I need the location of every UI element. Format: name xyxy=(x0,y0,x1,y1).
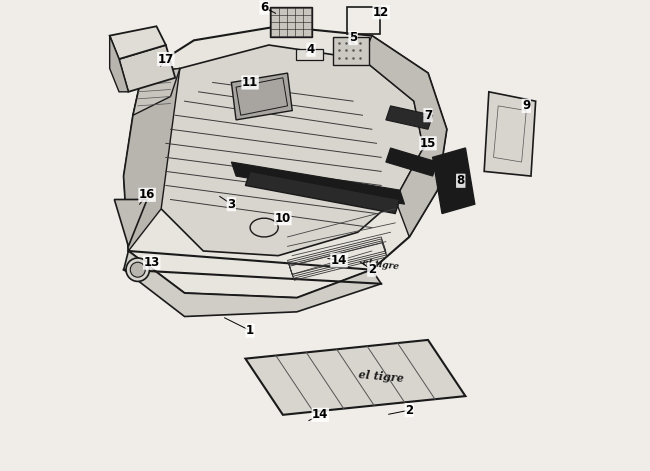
Text: 12: 12 xyxy=(373,6,389,19)
Polygon shape xyxy=(386,148,437,176)
Polygon shape xyxy=(133,68,180,115)
Polygon shape xyxy=(110,36,129,92)
Text: 1: 1 xyxy=(246,324,254,337)
FancyBboxPatch shape xyxy=(270,7,312,37)
Text: 15: 15 xyxy=(420,137,436,150)
Polygon shape xyxy=(363,36,447,237)
Text: 5: 5 xyxy=(349,32,358,44)
Text: 16: 16 xyxy=(139,188,155,201)
Polygon shape xyxy=(124,68,180,251)
Text: 7: 7 xyxy=(424,109,432,122)
Text: 10: 10 xyxy=(275,211,291,225)
Polygon shape xyxy=(124,251,381,317)
Polygon shape xyxy=(110,26,166,59)
Text: el tigre: el tigre xyxy=(363,258,400,272)
Polygon shape xyxy=(231,73,292,120)
Polygon shape xyxy=(246,171,400,213)
Polygon shape xyxy=(246,340,465,415)
Text: 13: 13 xyxy=(144,256,160,269)
Text: 8: 8 xyxy=(457,174,465,187)
Text: 4: 4 xyxy=(307,43,315,56)
FancyBboxPatch shape xyxy=(296,49,323,60)
Text: 2: 2 xyxy=(405,404,413,417)
Polygon shape xyxy=(433,148,474,213)
Text: 2: 2 xyxy=(368,263,376,276)
Text: 11: 11 xyxy=(242,76,258,89)
Text: el tigre: el tigre xyxy=(358,369,404,384)
Text: 17: 17 xyxy=(158,53,174,65)
Text: 3: 3 xyxy=(227,198,235,211)
Text: 14: 14 xyxy=(331,254,347,267)
Polygon shape xyxy=(157,45,423,256)
Circle shape xyxy=(126,258,150,281)
Polygon shape xyxy=(119,45,176,92)
Text: 6: 6 xyxy=(260,1,268,14)
FancyBboxPatch shape xyxy=(333,37,369,65)
Polygon shape xyxy=(124,26,447,298)
Polygon shape xyxy=(386,106,433,129)
Polygon shape xyxy=(231,162,404,204)
Polygon shape xyxy=(484,92,536,176)
Text: 14: 14 xyxy=(312,408,328,422)
Text: 9: 9 xyxy=(522,99,530,113)
Polygon shape xyxy=(114,200,147,246)
Circle shape xyxy=(130,262,145,277)
